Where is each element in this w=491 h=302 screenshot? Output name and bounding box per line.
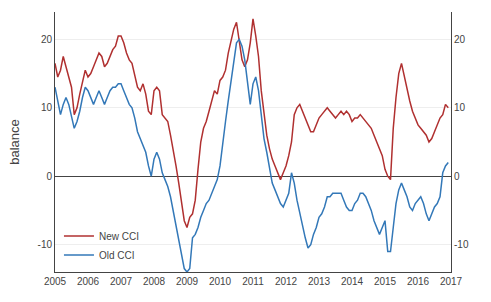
svg-text:0: 0 — [454, 171, 460, 182]
svg-text:10: 10 — [41, 102, 53, 113]
svg-text:2008: 2008 — [143, 276, 166, 287]
svg-text:New CCI: New CCI — [99, 231, 139, 242]
svg-text:10: 10 — [454, 102, 466, 113]
svg-text:2014: 2014 — [341, 276, 364, 287]
svg-text:0: 0 — [46, 171, 52, 182]
svg-text:2009: 2009 — [176, 276, 199, 287]
svg-text:-10: -10 — [38, 239, 53, 250]
svg-text:2005: 2005 — [44, 276, 67, 287]
svg-text:-10: -10 — [454, 239, 469, 250]
svg-text:20: 20 — [41, 34, 53, 45]
svg-text:2017: 2017 — [440, 276, 463, 287]
svg-text:20: 20 — [454, 34, 466, 45]
svg-text:2012: 2012 — [275, 276, 298, 287]
svg-text:2007: 2007 — [110, 276, 133, 287]
svg-text:2010: 2010 — [209, 276, 232, 287]
svg-text:2011: 2011 — [242, 276, 264, 287]
svg-text:2006: 2006 — [77, 276, 100, 287]
svg-text:2013: 2013 — [308, 276, 331, 287]
svg-text:2016: 2016 — [407, 276, 430, 287]
svg-text:2015: 2015 — [374, 276, 397, 287]
svg-text:balance: balance — [7, 119, 22, 165]
svg-text:Old CCI: Old CCI — [99, 250, 135, 261]
